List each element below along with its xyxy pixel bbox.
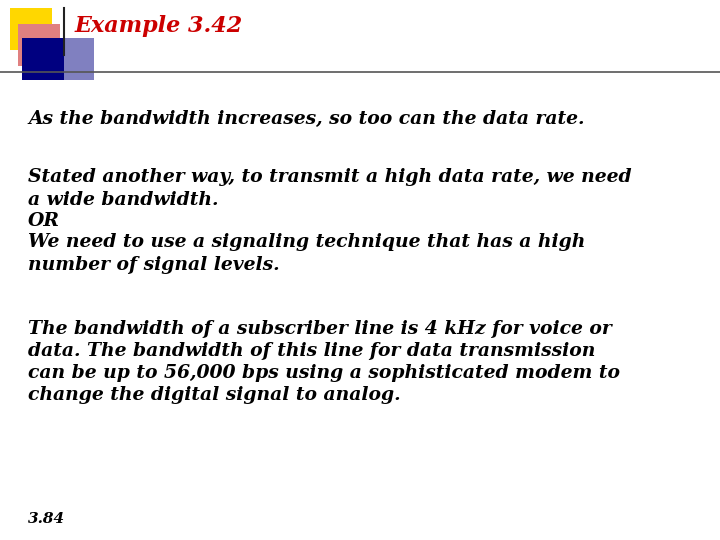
Text: can be up to 56,000 bps using a sophisticated modem to: can be up to 56,000 bps using a sophisti… bbox=[28, 364, 620, 382]
Text: Example 3.42: Example 3.42 bbox=[75, 15, 243, 37]
Text: 3.84: 3.84 bbox=[28, 512, 65, 526]
Text: We need to use a signaling technique that has a high: We need to use a signaling technique tha… bbox=[28, 233, 585, 251]
Text: The bandwidth of a subscriber line is 4 kHz for voice or: The bandwidth of a subscriber line is 4 … bbox=[28, 320, 612, 338]
Text: a wide bandwidth.: a wide bandwidth. bbox=[28, 191, 218, 209]
Text: Stated another way, to transmit a high data rate, we need: Stated another way, to transmit a high d… bbox=[28, 168, 631, 186]
Text: OR: OR bbox=[28, 212, 60, 230]
Text: As the bandwidth increases, so too can the data rate.: As the bandwidth increases, so too can t… bbox=[28, 110, 585, 128]
Text: change the digital signal to analog.: change the digital signal to analog. bbox=[28, 386, 400, 404]
Text: number of signal levels.: number of signal levels. bbox=[28, 256, 279, 274]
Text: data. The bandwidth of this line for data transmission: data. The bandwidth of this line for dat… bbox=[28, 342, 595, 360]
